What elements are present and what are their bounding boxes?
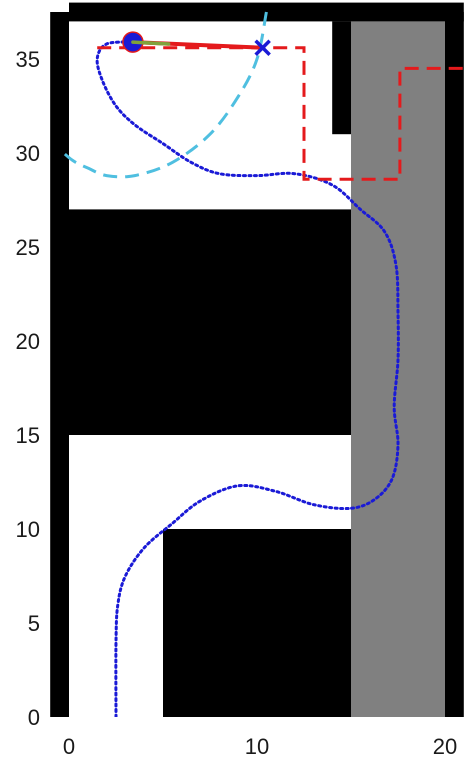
y-tick-label: 15 (16, 423, 40, 448)
obstacle-4 (163, 529, 351, 717)
y-tick-label: 20 (16, 329, 40, 354)
planned-path (97, 46, 464, 181)
y-tick-label: 5 (28, 611, 40, 636)
goal-marker (254, 39, 271, 56)
obstacle-2 (445, 12, 464, 717)
markers-layer (122, 31, 271, 56)
y-tick-label: 0 (28, 705, 40, 730)
x-tick-label: 10 (245, 734, 269, 759)
goal-marker-stroke-b (254, 39, 271, 56)
x-tick-label: 20 (433, 734, 457, 759)
shaded-region (351, 21, 445, 717)
y-tick-label: 35 (16, 47, 40, 72)
y-tick-label: 10 (16, 517, 40, 542)
obstacle-3 (69, 209, 351, 435)
arc-path (58, 11, 268, 179)
obstacle-0 (50, 12, 69, 717)
y-axis-ticks: 0 5 10 15 20 25 30 35 (16, 47, 40, 730)
y-tick-label: 25 (16, 235, 40, 260)
robot-heading (131, 40, 171, 46)
x-tick-label: 0 (63, 734, 75, 759)
plot-area (49, 0, 475, 717)
obstacles-layer (50, 2, 464, 717)
y-tick-label: 30 (16, 141, 40, 166)
reference-path (95, 40, 400, 717)
x-axis-ticks: 0 10 20 (63, 734, 457, 759)
obstacle-5 (332, 21, 351, 135)
